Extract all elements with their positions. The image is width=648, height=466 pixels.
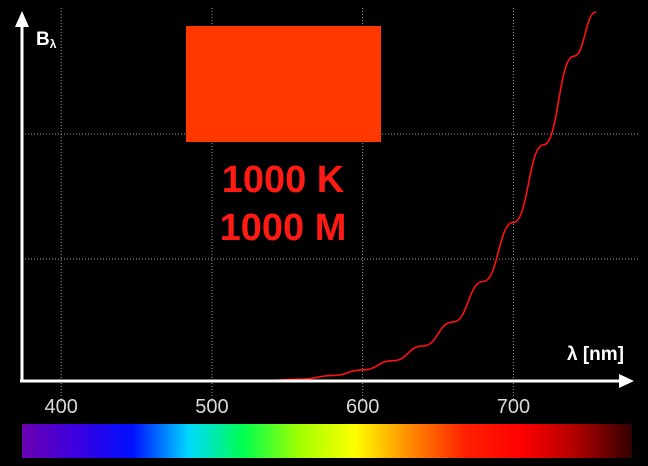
x-tick-labels: 400 500 600 700 [44, 396, 530, 419]
temperature-readout: 1000 K [222, 159, 345, 201]
x-axis [20, 374, 634, 388]
x-tick-label: 700 [497, 396, 530, 418]
x-axis-label: λ [nm] [567, 344, 624, 365]
distance-readout: 1000 M [220, 207, 347, 249]
intensity-curve [257, 11, 597, 382]
x-tick-label: 500 [195, 396, 228, 418]
y-axis [15, 11, 29, 381]
x-tick-label: 400 [45, 396, 78, 418]
x-tick-label: 600 [346, 396, 379, 418]
color-swatch [186, 26, 381, 142]
y-axis-label-sub: λ [50, 37, 57, 51]
y-axis-label-main: B [36, 29, 50, 50]
spectrum-bar [22, 424, 632, 458]
y-axis-label: Bλ [36, 29, 57, 51]
